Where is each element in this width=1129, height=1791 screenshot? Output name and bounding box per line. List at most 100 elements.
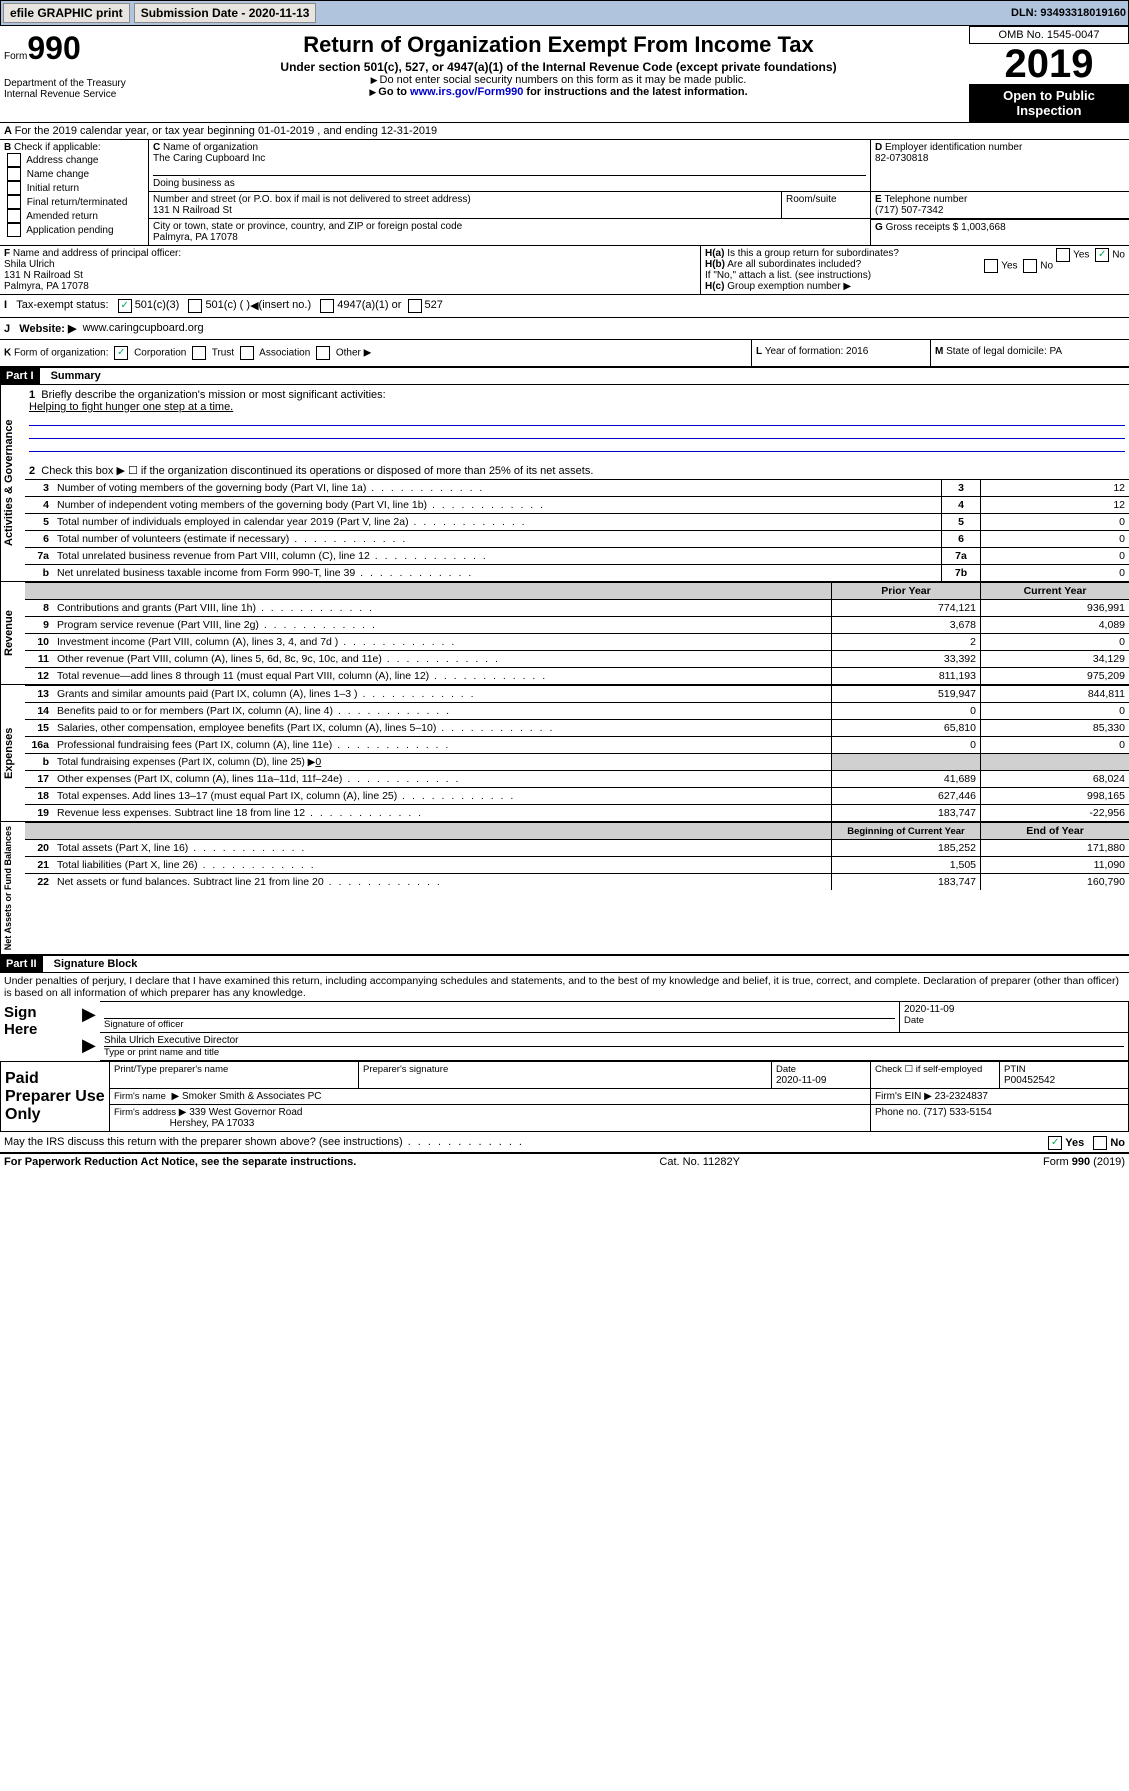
- efile-print-button[interactable]: efile GRAPHIC print: [3, 3, 130, 23]
- submission-date-button[interactable]: Submission Date - 2020-11-13: [134, 3, 317, 23]
- b-opt-checkbox[interactable]: [7, 223, 21, 237]
- firm-phone: Phone no. (717) 533-5154: [875, 1107, 992, 1118]
- title-area: Return of Organization Exempt From Incom…: [148, 26, 969, 122]
- sig-date-value: 2020-11-09: [904, 1004, 1124, 1015]
- room-suite-label: Room/suite: [786, 194, 837, 205]
- sig-officer-label: Signature of officer: [104, 1019, 184, 1030]
- ha-yes-checkbox[interactable]: [1056, 248, 1070, 262]
- assoc-label: Association: [259, 348, 310, 359]
- gross-receipts: Gross receipts $ 1,003,668: [886, 222, 1006, 233]
- form-footer-num: 990: [1072, 1156, 1090, 1168]
- form-subtitle: Under section 501(c), 527, or 4947(a)(1)…: [152, 60, 965, 74]
- dba-label: Doing business as: [153, 178, 235, 189]
- website-label: Website:: [19, 323, 65, 335]
- state-domicile: State of legal domicile: PA: [946, 346, 1062, 357]
- end-year-header: End of Year: [981, 823, 1129, 840]
- firm-city: Hershey, PA 17033: [170, 1118, 255, 1129]
- 501c3-checkbox[interactable]: [118, 299, 132, 313]
- preparer-sig-label: Preparer's signature: [363, 1064, 448, 1075]
- line-16b-text: Total fundraising expenses (Part IX, col…: [57, 757, 315, 768]
- line-16b-num: b: [25, 754, 53, 771]
- form990-link[interactable]: www.irs.gov/Form990: [410, 86, 523, 98]
- ha-no-checkbox[interactable]: [1095, 248, 1109, 262]
- irs-label: Internal Revenue Service: [4, 89, 116, 100]
- ptin-value: P00452542: [1004, 1075, 1055, 1086]
- year-formation: Year of formation: 2016: [765, 346, 869, 357]
- section-label-rev: Revenue: [0, 582, 25, 684]
- prior-year-header: Prior Year: [832, 583, 981, 600]
- part1-header: Part I Summary: [0, 367, 1129, 385]
- line-j: J Website: ▶ www.caringcupboard.org: [0, 318, 1129, 340]
- b-opt-checkbox[interactable]: [7, 195, 21, 209]
- 501c-label: 501(c) ( ): [205, 299, 250, 313]
- attach-list-note: If "No," attach a list. (see instruction…: [705, 270, 871, 281]
- revenue-section: Revenue Prior YearCurrent Year 8Contribu…: [0, 582, 1129, 685]
- mission-answer: Helping to fight hunger one step at a ti…: [29, 401, 233, 413]
- yes-label: Yes: [1073, 250, 1089, 261]
- firm-addr-value: 339 West Governor Road: [189, 1107, 302, 1118]
- form-header: Form990 Department of the Treasury Inter…: [0, 26, 1129, 123]
- revenue-table: Prior YearCurrent Year 8Contributions an…: [25, 582, 1129, 684]
- group-return-q: Is this a group return for subordinates?: [727, 248, 899, 259]
- goto-pre: Go to: [378, 86, 410, 98]
- paid-preparer-block: Paid Preparer Use Only Print/Type prepar…: [0, 1061, 1129, 1132]
- part2-title: Signature Block: [46, 958, 138, 970]
- part2-label: Part II: [0, 956, 43, 972]
- page-footer: For Paperwork Reduction Act Notice, see …: [0, 1153, 1129, 1170]
- firm-ein: Firm's EIN ▶ 23-2324837: [875, 1091, 988, 1102]
- hb-yes-checkbox[interactable]: [984, 259, 998, 273]
- discuss-question: May the IRS discuss this return with the…: [4, 1136, 403, 1148]
- line-klm: K Form of organization: Corporation Trus…: [0, 340, 1129, 367]
- 527-checkbox[interactable]: [408, 299, 422, 313]
- b-opt-checkbox[interactable]: [7, 153, 21, 167]
- org-name: The Caring Cupboard Inc: [153, 153, 265, 164]
- phone-label: Telephone number: [884, 194, 967, 205]
- assoc-checkbox[interactable]: [240, 346, 254, 360]
- note-ssn: Do not enter social security numbers on …: [380, 74, 747, 86]
- group-exemption-label: Group exemption number: [727, 281, 840, 292]
- trust-label: Trust: [212, 348, 234, 359]
- form-title: Return of Organization Exempt From Incom…: [152, 32, 965, 58]
- discuss-no-checkbox[interactable]: [1093, 1136, 1107, 1150]
- tax-exempt-label: Tax-exempt status:: [16, 299, 108, 313]
- tax-year-range: For the 2019 calendar year, or tax year …: [15, 125, 438, 137]
- ein-value: 82-0730818: [875, 153, 928, 164]
- ptin-label: PTIN: [1004, 1064, 1026, 1075]
- netassets-section: Net Assets or Fund Balances Beginning of…: [0, 822, 1129, 955]
- expenses-section: Expenses 13Grants and similar amounts pa…: [0, 685, 1129, 822]
- part2-header: Part II Signature Block: [0, 955, 1129, 973]
- mission-question: Briefly describe the organization's miss…: [41, 389, 385, 401]
- prep-date-label: Date: [776, 1064, 796, 1075]
- org-name-label: Name of organization: [163, 142, 258, 153]
- firm-addr-label: Firm's address: [114, 1107, 176, 1118]
- pra-notice: For Paperwork Reduction Act Notice, see …: [4, 1156, 356, 1168]
- discuss-line: May the IRS discuss this return with the…: [0, 1132, 1129, 1153]
- trust-checkbox[interactable]: [192, 346, 206, 360]
- entity-block: B Check if applicable: Address change Na…: [0, 140, 1129, 246]
- self-employed-check[interactable]: Check ☐ if self-employed: [875, 1064, 982, 1075]
- line-16b-val: 0: [315, 756, 321, 768]
- discontinued-check: Check this box ▶ ☐ if the organization d…: [41, 465, 593, 477]
- officer-group-block: F Name and address of principal officer:…: [0, 246, 1129, 295]
- b-opt-checkbox[interactable]: [7, 167, 21, 181]
- other-checkbox[interactable]: [316, 346, 330, 360]
- 4947-checkbox[interactable]: [320, 299, 334, 313]
- line-i: I Tax-exempt status: 501(c)(3) 501(c) ( …: [0, 295, 1129, 318]
- sig-date-label: Date: [904, 1015, 924, 1026]
- 501c3-label: 501(c)(3): [135, 299, 180, 313]
- right-header-box: OMB No. 1545-0047 2019 Open to Public In…: [969, 26, 1129, 122]
- box-b: B Check if applicable: Address change Na…: [0, 140, 149, 245]
- discuss-yes-checkbox[interactable]: [1048, 1136, 1062, 1150]
- cat-number: Cat. No. 11282Y: [659, 1156, 740, 1168]
- b-opt-checkbox[interactable]: [7, 181, 21, 195]
- current-year-header: Current Year: [981, 583, 1129, 600]
- other-label: Other: [336, 348, 361, 359]
- typed-name-value: Shila Ulrich Executive Director: [104, 1035, 239, 1046]
- corp-checkbox[interactable]: [114, 346, 128, 360]
- hb-no-checkbox[interactable]: [1023, 259, 1037, 273]
- street-address: 131 N Railroad St: [153, 205, 232, 216]
- 527-label: 527: [425, 299, 443, 313]
- insert-no-label: (insert no.): [259, 299, 312, 313]
- b-opt-checkbox[interactable]: [7, 209, 21, 223]
- 501c-checkbox[interactable]: [188, 299, 202, 313]
